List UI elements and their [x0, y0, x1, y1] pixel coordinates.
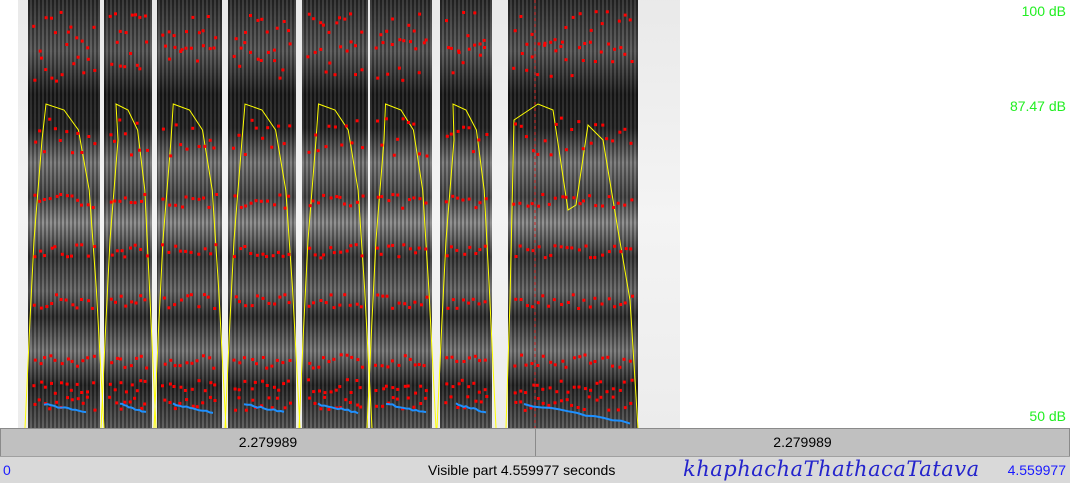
- intensity-curve: [24, 103, 639, 428]
- transcript-text: khaphachaThathacaTatava: [683, 457, 980, 481]
- left-selection-duration[interactable]: 2.279989: [1, 429, 536, 456]
- spectrogram-bands: [18, 0, 680, 428]
- spectrogram-canvas[interactable]: [0, 0, 1070, 428]
- visible-part-bar: 0 Visible part 4.559977 seconds khaphach…: [0, 456, 1070, 483]
- spectrogram-panel[interactable]: 100 dB 87.47 dB 50 dB: [0, 0, 1070, 428]
- visible-end-time: 4.559977: [1007, 462, 1066, 478]
- right-selection-duration[interactable]: 2.279989: [773, 434, 832, 450]
- db-min-label: 50 dB: [1029, 408, 1066, 424]
- pitch-curve: [43, 402, 631, 425]
- selection-duration-bar: 2.279989 2.279989: [0, 428, 1070, 457]
- visible-start-time: 0: [3, 462, 11, 478]
- db-cursor-label: 87.47 dB: [1009, 98, 1066, 114]
- visible-part-label[interactable]: Visible part 4.559977 seconds: [428, 462, 616, 478]
- db-max-label: 100 dB: [1021, 3, 1066, 19]
- formant-dots: [32, 10, 634, 412]
